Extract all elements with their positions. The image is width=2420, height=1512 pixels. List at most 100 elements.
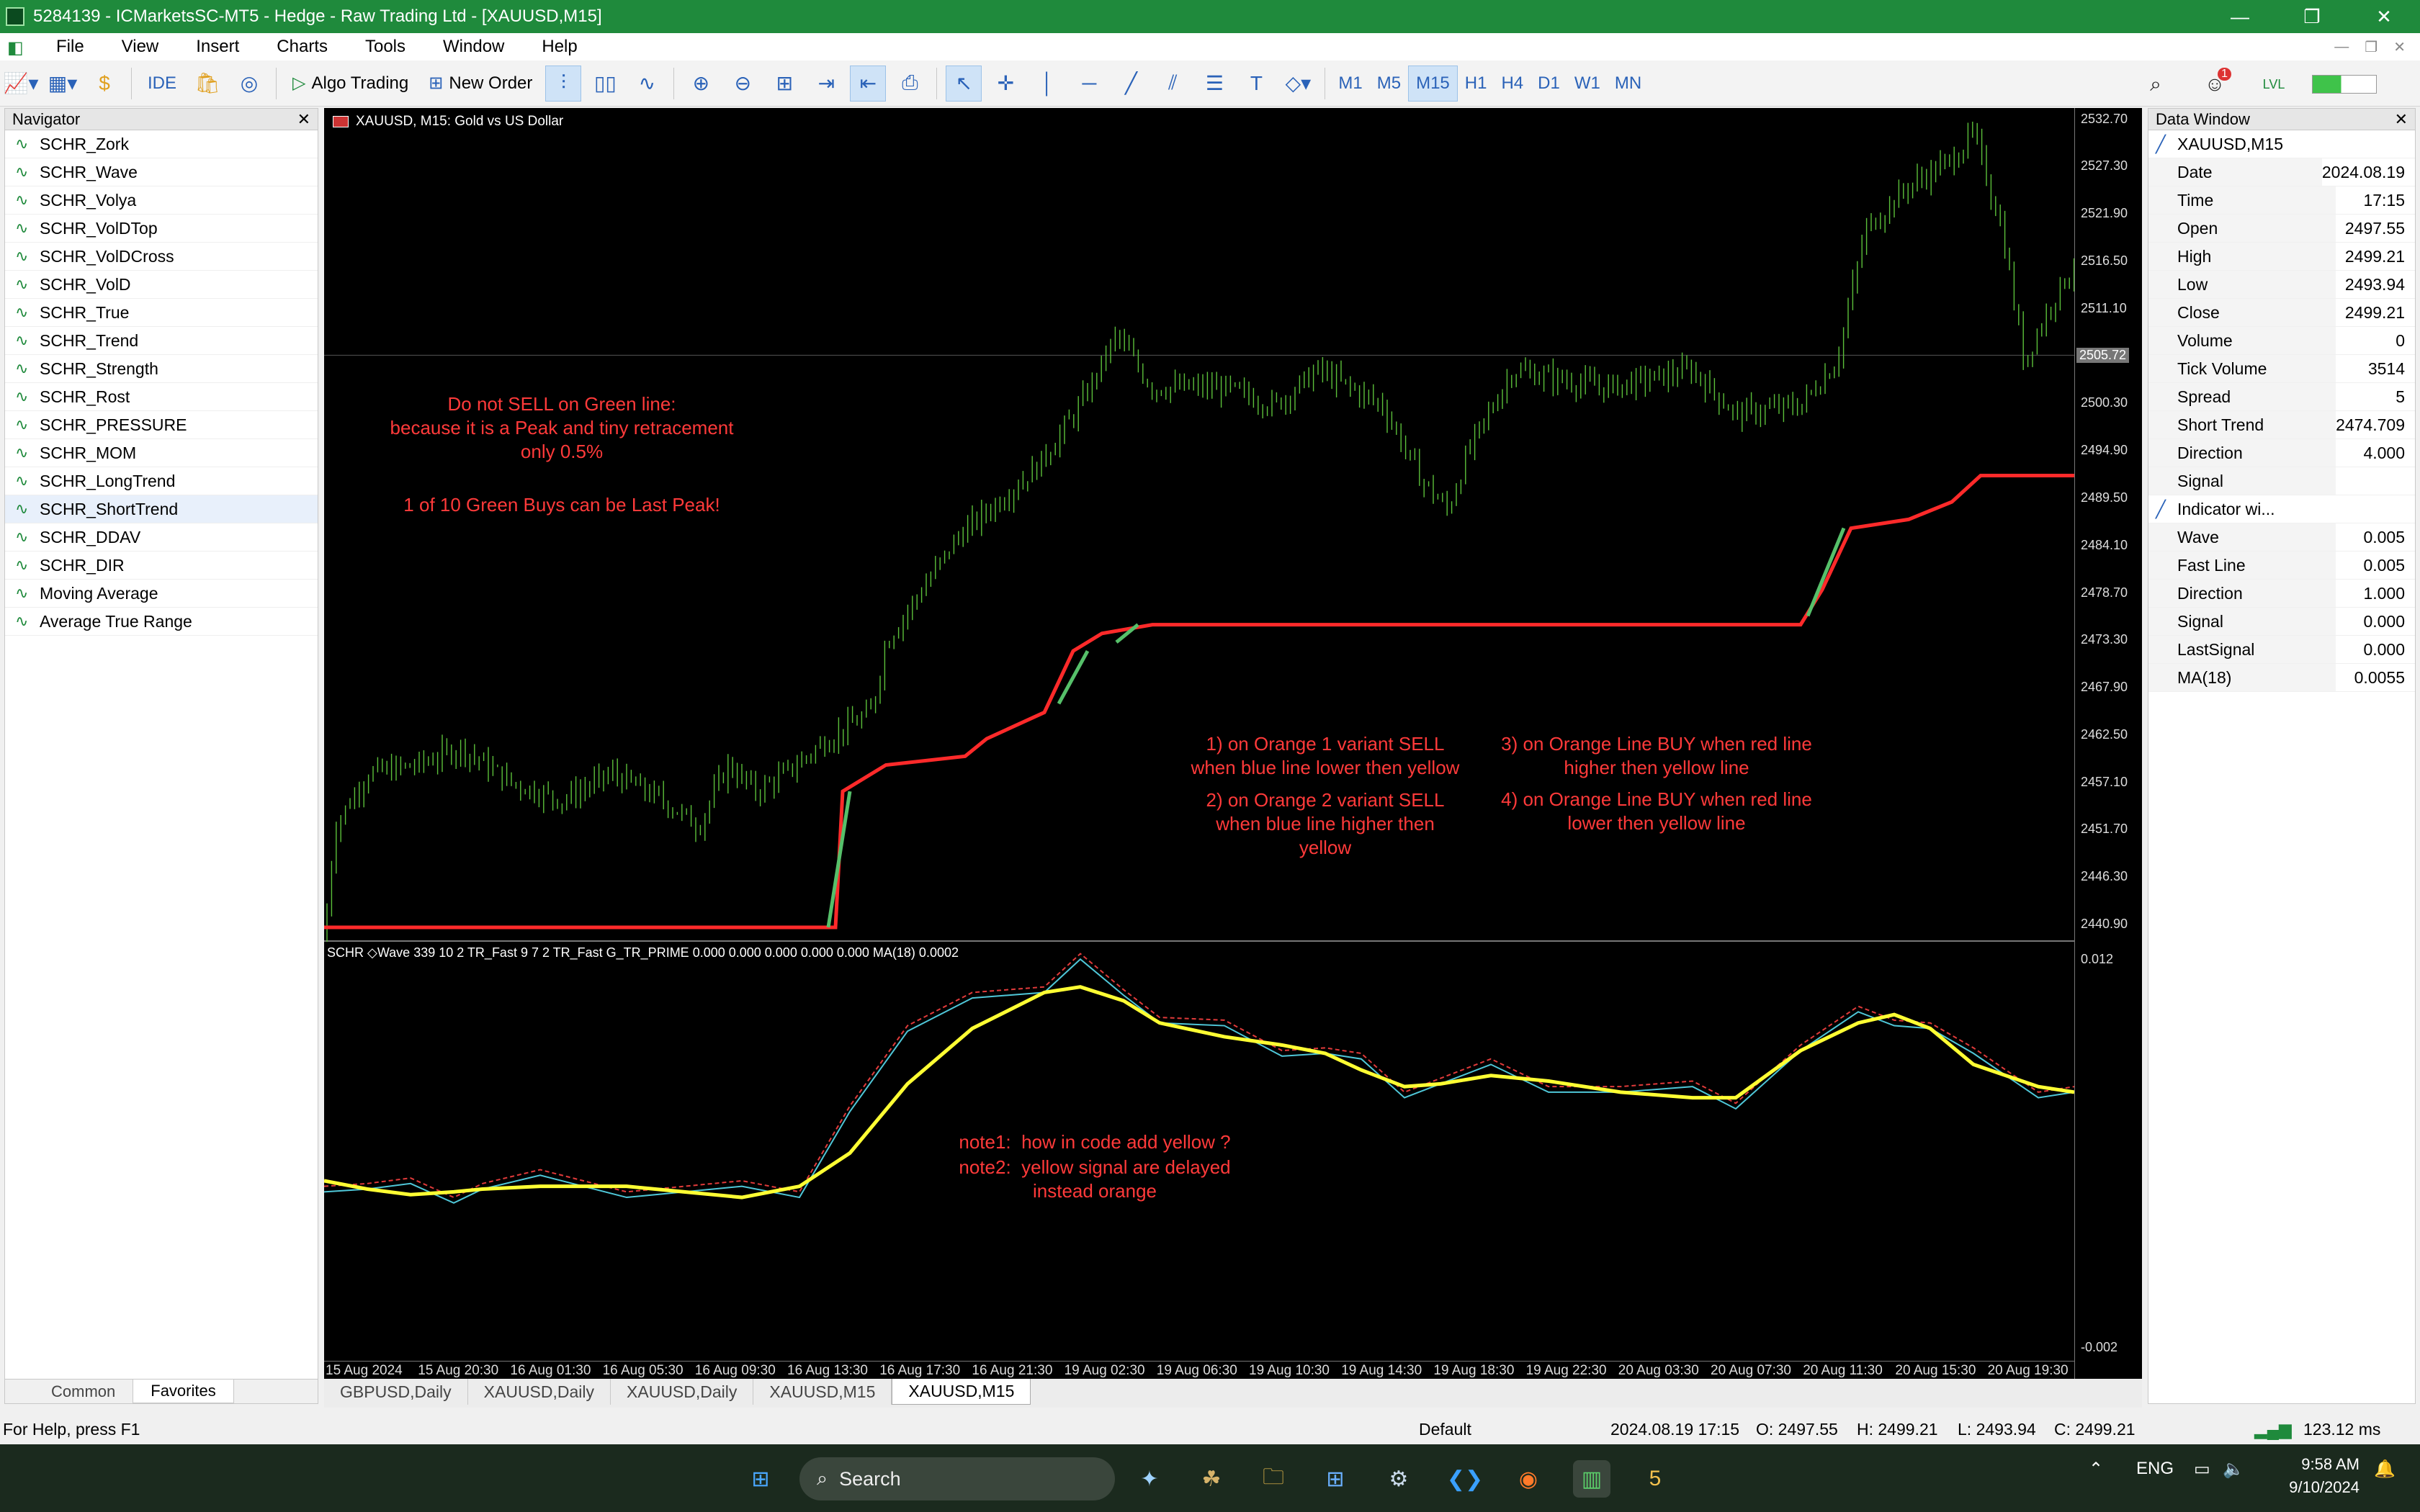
chart-tab[interactable]: XAUUSD,Daily <box>468 1379 611 1405</box>
horizontal-line-icon[interactable]: ─ <box>1082 71 1097 94</box>
store-icon[interactable]: ⊞ <box>1326 1467 1345 1491</box>
chart-canvas[interactable] <box>324 108 2074 1361</box>
volume-icon[interactable]: 🔈 <box>2223 1459 2244 1479</box>
grid-icon[interactable]: ⊞ <box>776 72 794 94</box>
navigator-item[interactable]: ∿ SCHR_True <box>5 299 318 327</box>
tf-m5[interactable]: M5 <box>1376 73 1402 93</box>
tf-h4[interactable]: H4 <box>1501 73 1524 93</box>
navigator-item[interactable]: ∿ SCHR_Rost <box>5 383 318 411</box>
text-icon[interactable]: T <box>1250 71 1263 94</box>
language-indicator[interactable]: ENG <box>2136 1459 2174 1478</box>
tf-mn[interactable]: MN <box>1614 73 1642 93</box>
navigator-item[interactable]: ∿ SCHR_DDAV <box>5 523 318 552</box>
notifications-icon[interactable]: ☺ 1 <box>2197 66 2233 102</box>
algo-trading-button[interactable]: ▷ Algo Trading <box>292 73 409 94</box>
tab-favorites[interactable]: Favorites <box>133 1380 234 1403</box>
navigator-item[interactable]: ∿ SCHR_ShortTrend <box>5 495 318 523</box>
close-icon[interactable]: ✕ <box>297 109 310 128</box>
mdi-close-icon[interactable]: ✕ <box>2393 39 2406 55</box>
navigator-item[interactable]: ∿ SCHR_VolD <box>5 271 318 299</box>
chart-shift-icon[interactable]: ⇤ <box>850 65 887 102</box>
navigator-item[interactable]: ∿ SCHR_Strength <box>5 355 318 383</box>
copilot-icon[interactable]: ✦ <box>1140 1467 1159 1491</box>
screenshot-icon[interactable]: ⎙ <box>902 71 918 94</box>
close-button[interactable]: ✕ <box>2376 5 2392 27</box>
tray-chevron-icon[interactable]: ⌃ <box>2089 1459 2104 1479</box>
navigator-item[interactable]: ∿ SCHR_Wave <box>5 158 318 186</box>
navigator-item[interactable]: ∿ SCHR_PRESSURE <box>5 411 318 439</box>
navigator-item[interactable]: ∿ SCHR_LongTrend <box>5 467 318 495</box>
crosshair-icon[interactable]: ✛ <box>997 72 1015 94</box>
chart-tab[interactable]: XAUUSD,M15 <box>892 1379 1031 1405</box>
profiles-icon[interactable]: ▦▾ <box>48 72 78 94</box>
zoom-in-icon[interactable]: ⊕ <box>692 72 710 94</box>
price-scale[interactable]: 2532.70 2527.30 2521.90 2516.50 2511.10 2505.… <box>2074 108 2142 1379</box>
navigator-item[interactable]: ∿ SCHR_DIR <box>5 552 318 580</box>
file-explorer-icon[interactable]: 🗀 <box>1263 1464 1284 1489</box>
search-icon[interactable]: ⌕ <box>2150 72 2161 95</box>
navigator-item[interactable]: ∿ SCHR_Zork <box>5 130 318 158</box>
navigator-item[interactable]: ∿ SCHR_Trend <box>5 327 318 355</box>
time-axis[interactable]: 15 Aug 2024 15 Aug 20:30 16 Aug 01:30 16 Au… <box>324 1361 2074 1379</box>
chart-tab[interactable]: GBPUSD,Daily <box>324 1379 468 1405</box>
bar-chart-icon[interactable]: ⫶ <box>545 65 582 102</box>
line-chart-icon[interactable]: ∿ <box>638 72 656 94</box>
start-icon[interactable]: ⊞ <box>751 1467 770 1491</box>
terminal-icon[interactable]: ◧ <box>7 38 24 58</box>
menu-help[interactable]: Help <box>542 37 578 56</box>
firefox-icon[interactable]: ◉ <box>1518 1467 1538 1491</box>
menu-charts[interactable]: Charts <box>277 37 328 56</box>
vscode-icon[interactable]: ❮❯ <box>1446 1467 1484 1491</box>
market-icon[interactable]: 🛍 <box>194 72 220 94</box>
navigator-item[interactable]: ∿ SCHR_VolDTop <box>5 215 318 243</box>
candles-icon[interactable]: ▯▯ <box>593 72 617 94</box>
cursor-icon[interactable]: ↖ <box>946 65 982 102</box>
fibonacci-icon[interactable]: ☰ <box>1205 72 1224 94</box>
close-icon[interactable]: ✕ <box>2394 109 2408 128</box>
signals-icon[interactable]: ◎ <box>240 72 259 94</box>
new-order-button[interactable]: ⊞ New Order <box>429 73 533 94</box>
menu-view[interactable]: View <box>121 37 159 56</box>
status-profile[interactable]: Default <box>1419 1420 1471 1439</box>
zoom-out-icon[interactable]: ⊖ <box>734 72 752 94</box>
ide-button[interactable]: IDE <box>148 73 177 93</box>
lvl-icon[interactable]: LVL <box>2262 76 2285 91</box>
mt5-alt-icon[interactable]: 5 <box>1649 1467 1662 1490</box>
menu-file[interactable]: File <box>56 37 84 56</box>
chart-tab[interactable]: XAUUSD,Daily <box>611 1379 754 1405</box>
mdi-minimize-icon[interactable]: — <box>2334 38 2349 55</box>
shapes-icon[interactable]: ◇▾ <box>1285 72 1312 94</box>
tf-w1[interactable]: W1 <box>1574 73 1600 93</box>
chart-tab[interactable]: XAUUSD,M15 <box>753 1379 892 1405</box>
mt5-icon[interactable]: ▥ <box>1573 1460 1610 1498</box>
channel-icon[interactable]: ⫽ <box>1168 71 1178 94</box>
tf-d1[interactable]: D1 <box>1538 73 1560 93</box>
network-icon[interactable]: ▭ <box>2194 1459 2210 1479</box>
navigator-item[interactable]: ∿ SCHR_VolDCross <box>5 243 318 271</box>
menu-tools[interactable]: Tools <box>364 37 406 56</box>
autoscroll-icon[interactable]: ⇥ <box>817 72 835 94</box>
network-app-icon[interactable]: ⚙ <box>1389 1467 1409 1491</box>
mdi-restore-icon[interactable]: ❐ <box>2365 39 2378 55</box>
trendline-icon[interactable]: ╱ <box>1124 72 1137 94</box>
widgets-icon[interactable]: ☘ <box>1201 1467 1222 1491</box>
tf-m1[interactable]: M1 <box>1338 73 1363 93</box>
navigator-item[interactable]: ∿ SCHR_Volya <box>5 186 318 215</box>
navigator-item[interactable]: ∿ Moving Average <box>5 580 318 608</box>
restore-button[interactable]: ❐ <box>2303 5 2321 27</box>
vertical-line-icon[interactable]: │ <box>1041 71 1054 94</box>
bell-icon[interactable]: 🔔 <box>2374 1459 2396 1479</box>
menu-insert[interactable]: Insert <box>196 37 240 56</box>
market-watch-icon[interactable]: $ <box>99 71 110 94</box>
chart-window[interactable]: XAUUSD, M15: Gold vs US Dollar SCHR ◇Wav… <box>324 108 2142 1379</box>
minimize-button[interactable]: — <box>2231 5 2249 27</box>
navigator-item[interactable]: ∿ SCHR_MOM <box>5 439 318 467</box>
menu-window[interactable]: Window <box>443 37 505 56</box>
tf-h1[interactable]: H1 <box>1464 73 1487 93</box>
tf-m15[interactable]: M15 <box>1408 65 1458 102</box>
taskbar-search[interactable]: ⌕ Search <box>799 1457 1115 1500</box>
new-chart-icon[interactable]: 📈▾ <box>3 72 39 94</box>
clock[interactable]: 9:58 AM 9/10/2024 <box>2289 1455 2360 1496</box>
status-ping[interactable]: 123.12 ms <box>2303 1420 2381 1439</box>
tab-common[interactable]: Common <box>51 1382 116 1400</box>
